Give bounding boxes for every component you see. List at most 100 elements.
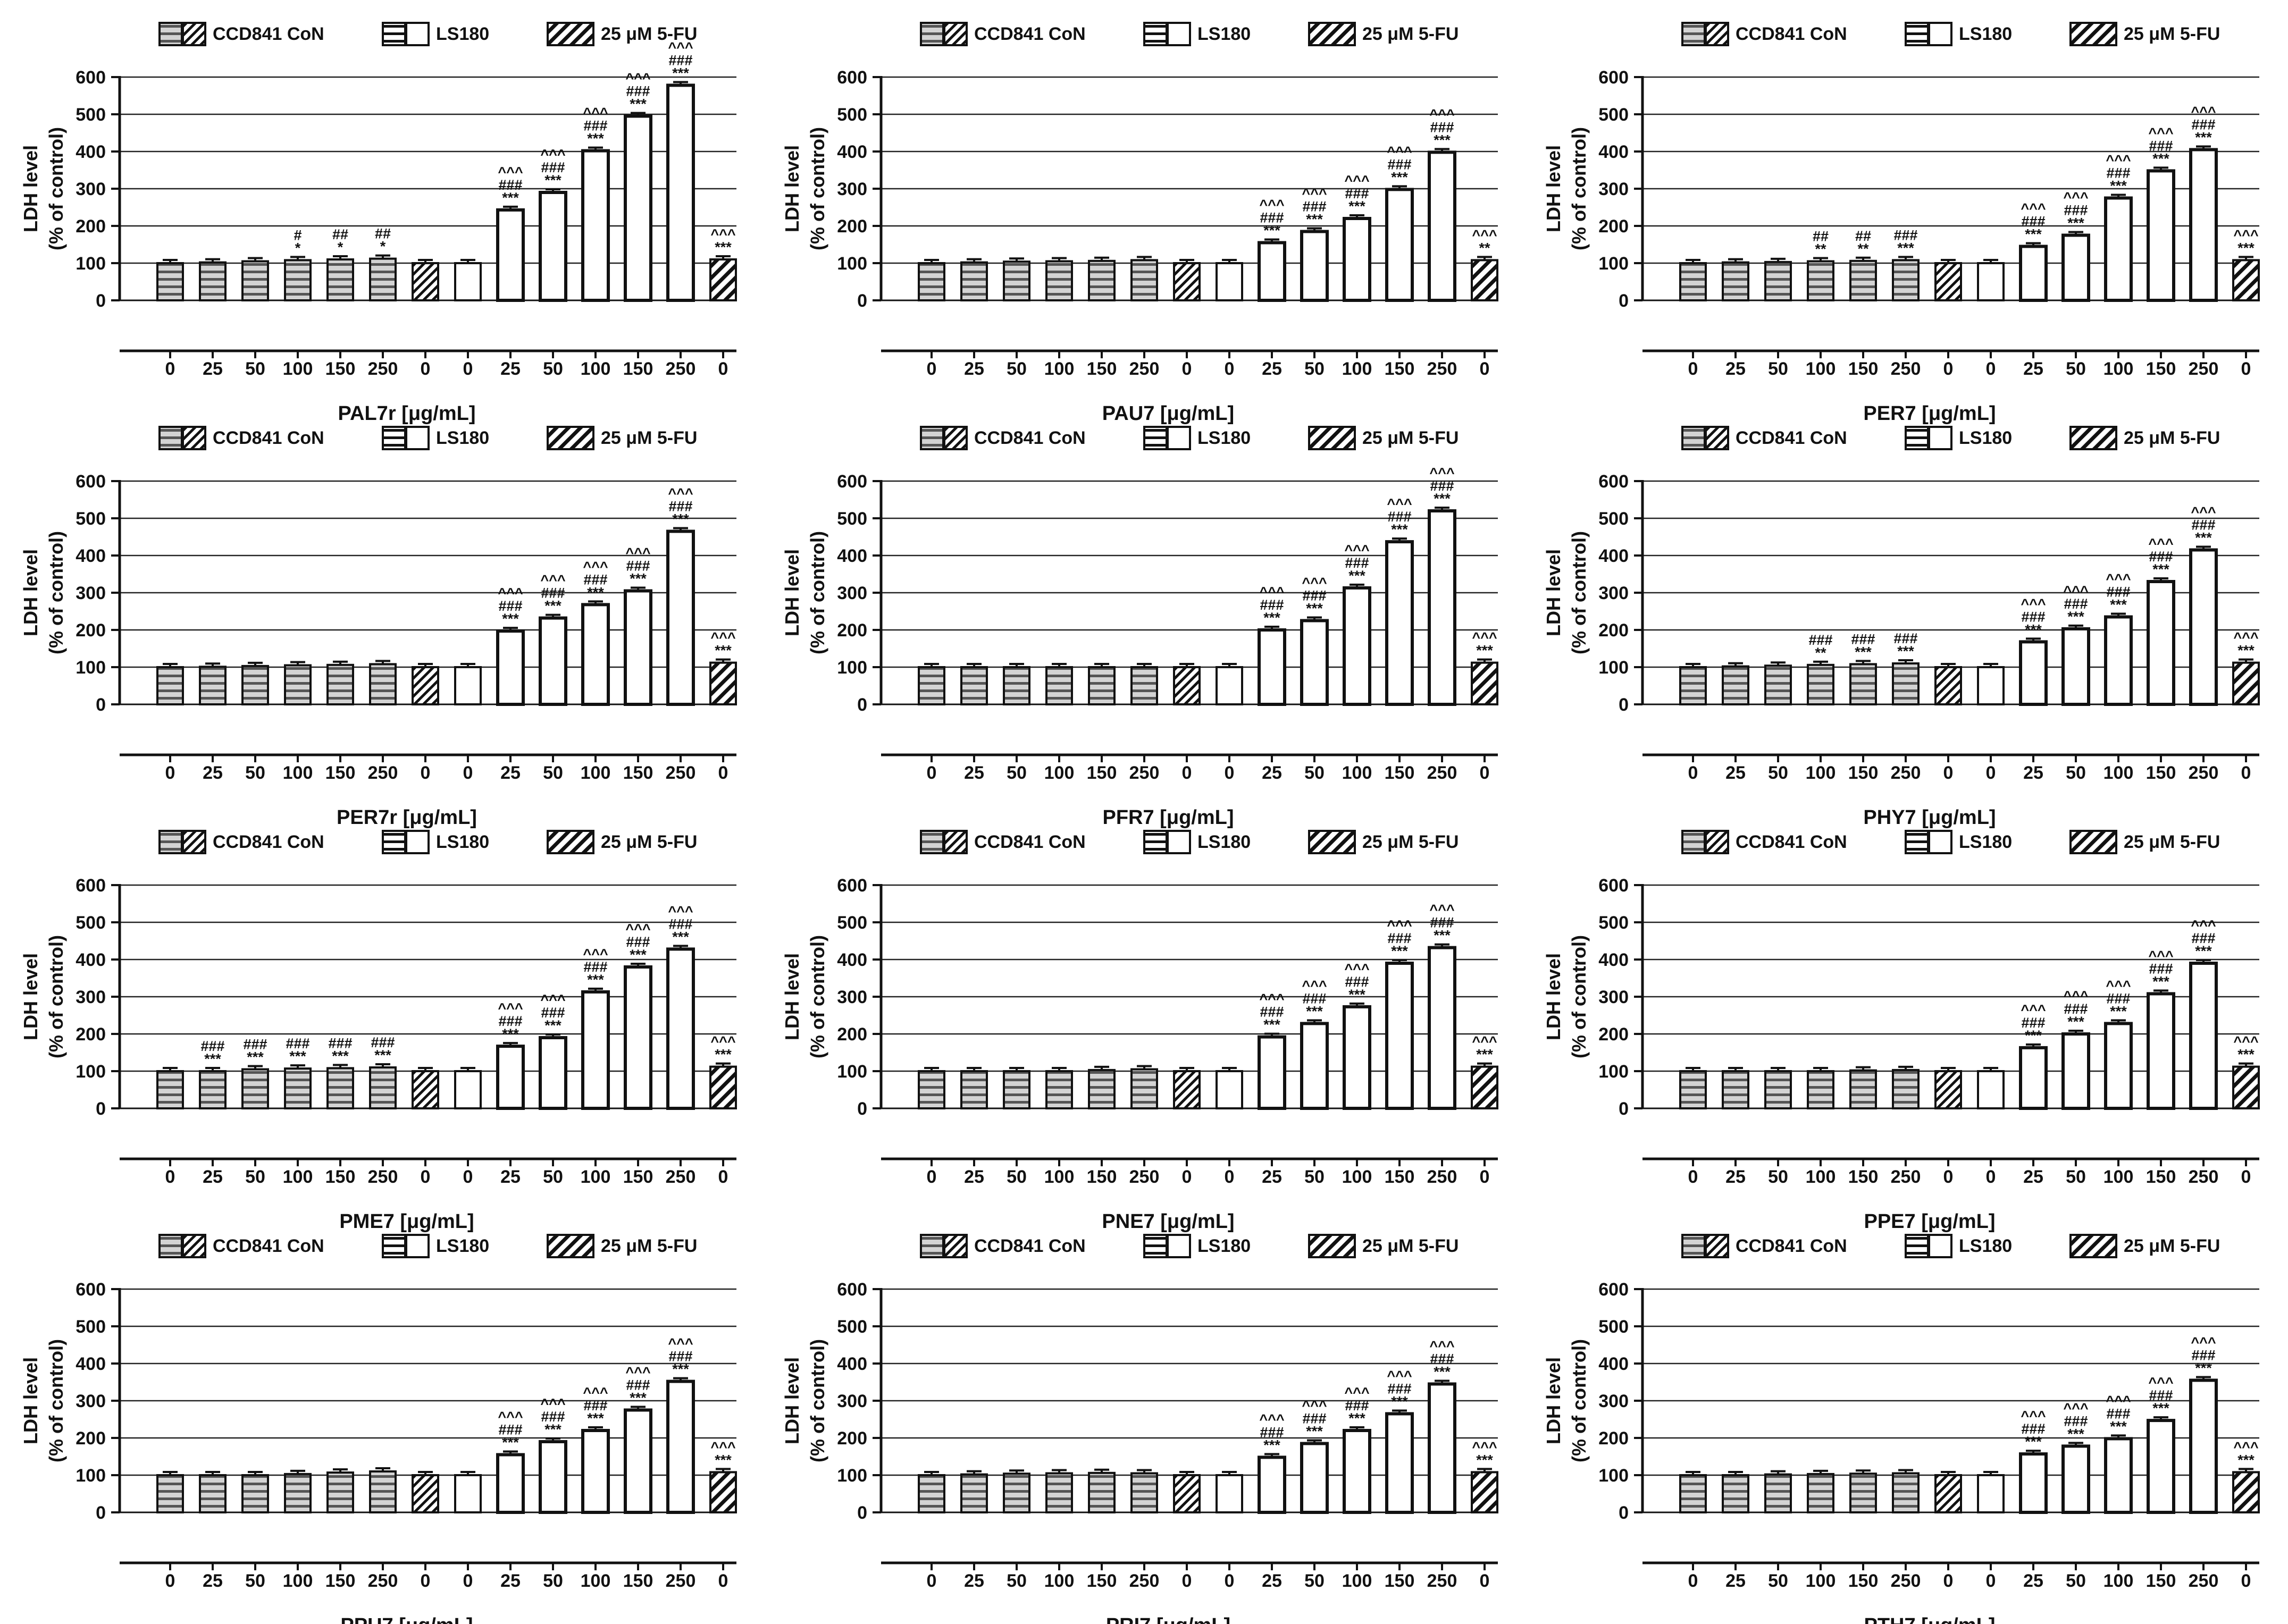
significance-mark: *** — [2110, 178, 2127, 194]
significance-mark: *** — [2025, 226, 2042, 242]
bar — [241, 260, 269, 301]
legend-swatch-ls-stripe — [1143, 1234, 1168, 1258]
legend-swatch-ccd-stripe — [920, 22, 944, 46]
significance-mark: ^^^ — [1472, 630, 1497, 646]
significance-mark: ^^^ — [1429, 1339, 1455, 1354]
chart-panels: CCD841 CoN LS180 25 μM 5-FU 0 100 200 300 400 50… — [20, 22, 2260, 1624]
legend-swatch-ccd-diag — [943, 22, 968, 46]
significance-mark: * — [380, 239, 386, 255]
legend: CCD841 CoN LS180 25 μM 5-FU — [920, 22, 1459, 46]
bar — [1679, 1070, 1707, 1109]
bar — [1343, 1429, 1371, 1514]
x-tick-label: 0 — [463, 763, 473, 783]
x-tick-label: 150 — [1385, 1167, 1415, 1187]
y-tick-label: 400 — [837, 1354, 867, 1374]
significance-mark: *** — [2067, 1014, 2084, 1030]
y-tick-label: 500 — [837, 913, 867, 933]
x-tick-label: 250 — [368, 763, 398, 783]
significance-mark: *** — [289, 1048, 306, 1064]
x-tick-label: 50 — [1768, 763, 1788, 783]
y-tick-label: 500 — [837, 105, 867, 125]
x-tick-label: 100 — [283, 1571, 313, 1591]
x-tick-label: 25 — [1725, 359, 1746, 379]
significance-mark: ^^^ — [583, 559, 608, 575]
significance-mark: ^^^ — [2063, 190, 2089, 206]
bar — [1300, 230, 1329, 302]
significance-mark: ^^^ — [1344, 961, 1370, 977]
legend-label: CCD841 CoN — [213, 428, 324, 448]
x-tick-label: 250 — [1891, 359, 1921, 379]
legend-swatch-5fu — [2069, 426, 2117, 450]
x-tick-label: 50 — [1768, 1571, 1788, 1591]
significance-mark: ### — [2021, 1015, 2045, 1031]
x-tick-label: 250 — [2189, 1571, 2219, 1591]
x-tick-label: 0 — [1688, 1167, 1698, 1187]
legend: CCD841 CoN LS180 25 μM 5-FU — [158, 426, 697, 450]
y-tick-label: 600 — [76, 1280, 106, 1300]
significance-mark: ** — [1815, 241, 1826, 257]
legend-label: LS180 — [1959, 832, 2012, 852]
significance-mark: ^^^ — [583, 1385, 608, 1401]
significance-mark: ^^^ — [1259, 1411, 1285, 1427]
significance-mark: *** — [2152, 973, 2169, 989]
x-tick-label: 25 — [2023, 359, 2043, 379]
x-tick-label: 50 — [2066, 359, 2086, 379]
y-tick-label: 400 — [1598, 1354, 1629, 1374]
significance-mark: *** — [502, 1026, 519, 1042]
x-tick-label: 50 — [543, 1167, 563, 1187]
x-tick-label: 250 — [1427, 1571, 1457, 1591]
y-tick-label: 100 — [837, 1466, 867, 1486]
x-tick-label: 250 — [1129, 359, 1160, 379]
y-tick-label: 400 — [837, 950, 867, 970]
chart-panel: CCD841 CoN LS180 25 μM 5-FU 0 100 200 300 400 50… — [20, 22, 737, 425]
bar — [1300, 619, 1329, 706]
y-axis-label: LDH level — [20, 549, 41, 636]
bar — [1722, 1474, 1749, 1513]
bar — [666, 1379, 695, 1514]
bar — [156, 666, 184, 705]
chart-panel: CCD841 CoN LS180 25 μM 5-FU 0 100 200 300 400 50… — [781, 426, 1498, 829]
legend-swatch-ls-stripe — [382, 22, 406, 46]
x-tick-label: 250 — [666, 359, 696, 379]
bar — [1977, 1070, 2005, 1109]
x-tick-label: 50 — [245, 1571, 265, 1591]
significance-mark: *** — [630, 571, 647, 587]
bar — [1807, 1070, 1834, 1109]
y-axis-unit: (% of control) — [1568, 1339, 1590, 1462]
bar — [454, 1474, 482, 1513]
significance-mark: ^^^ — [710, 630, 736, 646]
legend-label: 25 μM 5-FU — [1362, 24, 1459, 44]
x-tick-label: 0 — [1688, 359, 1698, 379]
bar — [1088, 1068, 1116, 1109]
significance-mark: ^^^ — [2063, 583, 2089, 599]
bar — [1003, 666, 1030, 705]
bar — [1977, 666, 2005, 705]
significance-mark: ^^^ — [1344, 173, 1370, 189]
significance-mark: ^^^ — [1387, 496, 1412, 512]
x-tick-label: 0 — [2241, 359, 2251, 379]
x-tick-label: 0 — [927, 763, 937, 783]
significance-mark: ^^^ — [498, 585, 523, 601]
y-axis-label: LDH level — [20, 953, 41, 1040]
y-tick-label: 400 — [837, 546, 867, 566]
significance-mark: ### — [2191, 117, 2215, 133]
significance-mark: ### — [2149, 1387, 2173, 1403]
legend-swatch-ls-stripe — [1143, 830, 1168, 854]
x-tick-label: 25 — [203, 1571, 223, 1591]
x-tick-label: 100 — [1806, 763, 1836, 783]
x-tick-label: 0 — [2241, 1571, 2251, 1591]
significance-mark: ^^^ — [1387, 918, 1412, 933]
legend-label: LS180 — [436, 428, 489, 448]
legend-swatch-ccd-stripe — [920, 426, 944, 450]
bar — [1130, 1068, 1158, 1109]
bar — [709, 661, 737, 706]
y-tick-label: 100 — [1598, 658, 1629, 678]
bar — [1343, 586, 1371, 706]
significance-mark: ### — [498, 598, 522, 614]
x-tick-label: 100 — [2103, 359, 2134, 379]
legend: CCD841 CoN LS180 25 μM 5-FU — [1681, 1234, 2220, 1258]
bar — [1892, 259, 1920, 301]
x-tick-label: 0 — [1480, 763, 1490, 783]
significance-mark: *** — [1391, 169, 1408, 185]
x-axis-title: PME7 [μg/mL] — [339, 1210, 474, 1233]
